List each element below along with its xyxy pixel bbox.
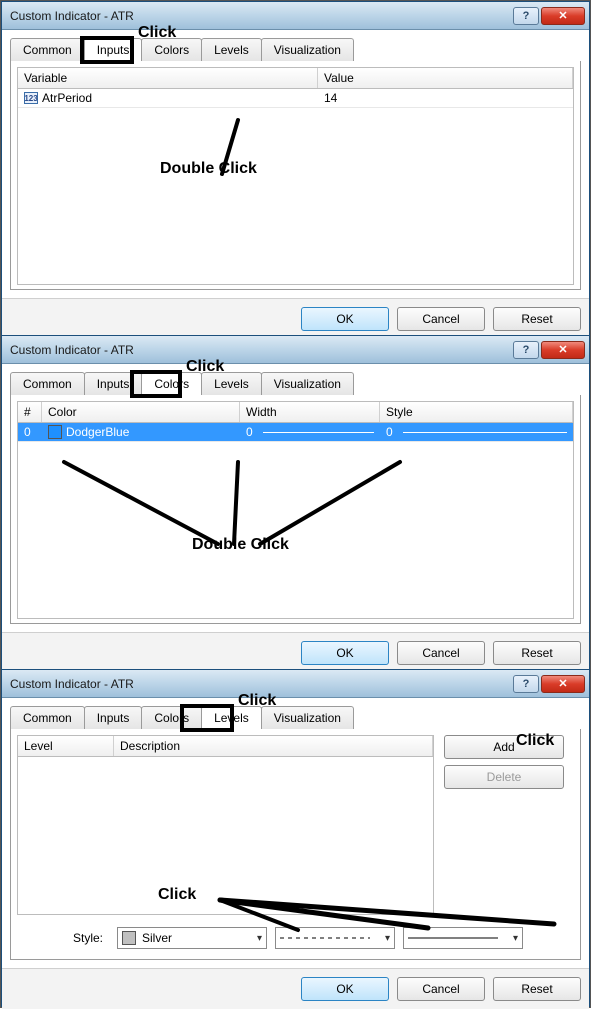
tab-common[interactable]: Common: [10, 372, 85, 395]
window-title: Custom Indicator - ATR: [10, 343, 511, 357]
ok-button[interactable]: OK: [301, 307, 389, 331]
row-color[interactable]: DodgerBlue: [42, 423, 240, 441]
variable-name: AtrPeriod: [42, 91, 92, 105]
tabstrip: Common Inputs Colors Levels Visualizatio…: [2, 30, 589, 61]
col-level[interactable]: Level: [18, 736, 114, 756]
reset-button[interactable]: Reset: [493, 641, 581, 665]
col-value[interactable]: Value: [318, 68, 573, 88]
tabstrip: Common Inputs Colors Levels Visualizatio…: [2, 364, 589, 395]
row-style[interactable]: 0: [380, 423, 573, 441]
col-description[interactable]: Description: [114, 736, 433, 756]
inputs-grid: Variable Value 123 AtrPeriod 14: [17, 67, 574, 285]
dialog-inputs: Click Double Click Custom Indicator - AT…: [1, 1, 590, 335]
cancel-button[interactable]: Cancel: [397, 641, 485, 665]
tab-inputs[interactable]: Inputs: [84, 372, 143, 395]
reset-button[interactable]: Reset: [493, 977, 581, 1001]
dialog-levels: Click Click Click Custom Indicator - ATR…: [1, 669, 590, 1007]
width-label: 0: [246, 425, 253, 439]
tab-levels[interactable]: Levels: [201, 706, 262, 729]
ok-button[interactable]: OK: [301, 641, 389, 665]
color-row[interactable]: 0 DodgerBlue 0 0: [18, 423, 573, 442]
colors-grid: # Color Width Style 0 DodgerBlue 0: [17, 401, 574, 619]
cancel-button[interactable]: Cancel: [397, 977, 485, 1001]
delete-button[interactable]: Delete: [444, 765, 564, 789]
close-button[interactable]: ✕: [541, 341, 585, 359]
grid-header: # Color Width Style: [18, 402, 573, 423]
dialog-colors: Click Double Click Custom Indicator - AT…: [1, 335, 590, 669]
style-dash-dropdown[interactable]: [275, 927, 395, 949]
color-swatch: [48, 425, 62, 439]
tab-common[interactable]: Common: [10, 706, 85, 729]
titlebar: Custom Indicator - ATR ? ✕: [2, 670, 589, 698]
col-width[interactable]: Width: [240, 402, 380, 422]
inputs-row[interactable]: 123 AtrPeriod 14: [18, 89, 573, 108]
tab-colors[interactable]: Colors: [141, 38, 202, 61]
style-swatch: [122, 931, 136, 945]
titlebar: Custom Indicator - ATR ? ✕: [2, 336, 589, 364]
tab-levels[interactable]: Levels: [201, 372, 262, 395]
row-width[interactable]: 0: [240, 423, 380, 441]
tab-common[interactable]: Common: [10, 38, 85, 61]
close-button[interactable]: ✕: [541, 7, 585, 25]
tab-visualization[interactable]: Visualization: [261, 706, 354, 729]
grid-header: Level Description: [18, 736, 433, 757]
window-title: Custom Indicator - ATR: [10, 677, 511, 691]
window-title: Custom Indicator - ATR: [10, 9, 511, 23]
col-num[interactable]: #: [18, 402, 42, 422]
help-button[interactable]: ?: [513, 675, 539, 693]
style-color-dropdown[interactable]: Silver: [117, 927, 267, 949]
tab-colors[interactable]: Colors: [141, 706, 202, 729]
titlebar: Custom Indicator - ATR ? ✕: [2, 2, 589, 30]
style-label: 0: [386, 425, 393, 439]
tab-colors[interactable]: Colors: [141, 372, 202, 395]
help-button[interactable]: ?: [513, 7, 539, 25]
style-label: Style:: [19, 931, 109, 945]
reset-button[interactable]: Reset: [493, 307, 581, 331]
tab-visualization[interactable]: Visualization: [261, 372, 354, 395]
tab-visualization[interactable]: Visualization: [261, 38, 354, 61]
button-row: OK Cancel Reset: [2, 632, 589, 673]
tab-levels[interactable]: Levels: [201, 38, 262, 61]
add-button[interactable]: Add: [444, 735, 564, 759]
help-button[interactable]: ?: [513, 341, 539, 359]
variable-value[interactable]: 14: [318, 89, 573, 107]
row-num: 0: [18, 423, 42, 441]
color-name: DodgerBlue: [66, 425, 129, 439]
button-row: OK Cancel Reset: [2, 298, 589, 339]
tabstrip: Common Inputs Colors Levels Visualizatio…: [2, 698, 589, 729]
tab-inputs[interactable]: Inputs: [84, 38, 143, 61]
style-solid-dropdown[interactable]: [403, 927, 523, 949]
cancel-button[interactable]: Cancel: [397, 307, 485, 331]
int-icon: 123: [24, 92, 38, 104]
grid-header: Variable Value: [18, 68, 573, 89]
col-variable[interactable]: Variable: [18, 68, 318, 88]
style-color-value: Silver: [142, 931, 172, 945]
button-row: OK Cancel Reset: [2, 968, 589, 1009]
col-style[interactable]: Style: [380, 402, 573, 422]
ok-button[interactable]: OK: [301, 977, 389, 1001]
tab-inputs[interactable]: Inputs: [84, 706, 143, 729]
col-color[interactable]: Color: [42, 402, 240, 422]
levels-grid: Level Description: [17, 735, 434, 915]
close-button[interactable]: ✕: [541, 675, 585, 693]
